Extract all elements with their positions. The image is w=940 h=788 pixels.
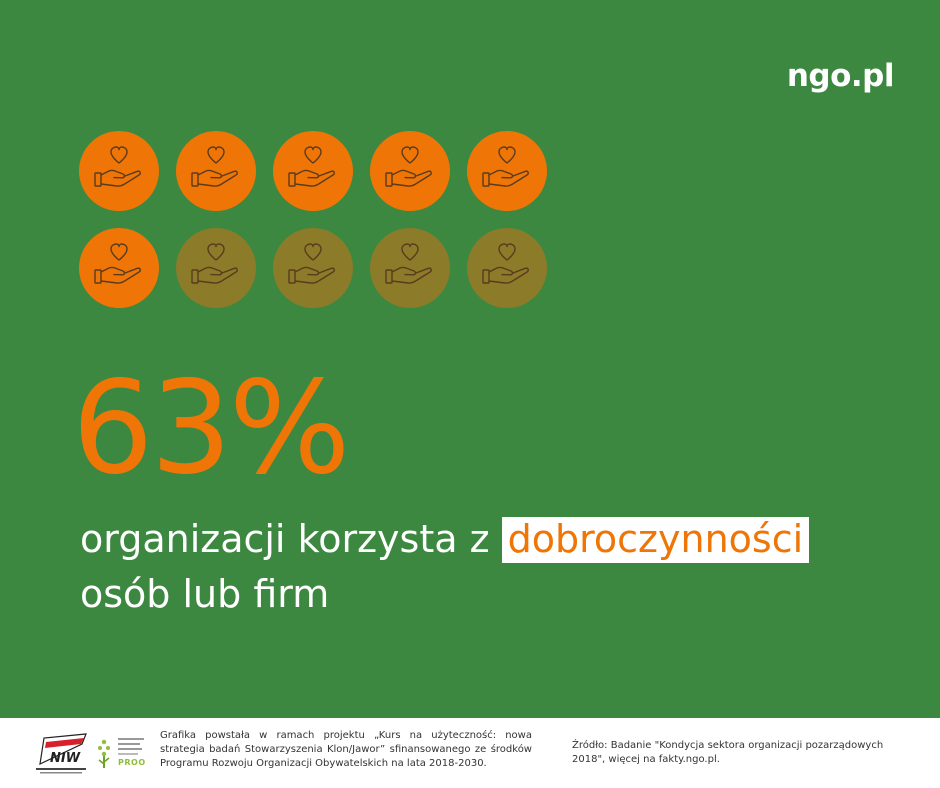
icon-circle-inactive <box>370 228 450 308</box>
stat-description: organizacji korzysta z dobroczynności os… <box>80 512 810 622</box>
icon-circle-highlighted <box>467 131 547 211</box>
source-note: Źródło: Badanie "Kondycja sektora organi… <box>572 740 884 765</box>
icon-circle-highlighted <box>370 131 450 211</box>
footer: NIW PROO Grafika powstała w ramach proje… <box>0 718 940 788</box>
stat-text-before: organizacji korzysta z <box>80 517 502 561</box>
stat-text-highlight: dobroczynności <box>501 517 810 563</box>
niw-logo: NIW <box>30 730 92 776</box>
hand-heart-icon <box>477 238 537 298</box>
project-note: Grafika powstała w ramach projektu „Kurs… <box>160 730 532 769</box>
icon-circle-highlighted <box>273 131 353 211</box>
stat-text-after: osób lub firm <box>80 572 330 616</box>
icon-circle-highlighted <box>79 131 159 211</box>
icon-circle-highlighted <box>176 131 256 211</box>
hand-heart-icon <box>186 141 246 201</box>
hand-heart-icon <box>89 141 149 201</box>
hand-heart-icon <box>186 238 246 298</box>
hand-heart-icon <box>380 141 440 201</box>
niw-logo-text: NIW <box>50 751 81 766</box>
icon-circle-highlighted <box>79 228 159 308</box>
icon-grid <box>79 131 547 308</box>
hand-heart-icon <box>89 238 149 298</box>
proo-logo: PROO <box>96 734 154 774</box>
hand-heart-icon <box>477 141 537 201</box>
icon-circle-inactive <box>467 228 547 308</box>
proo-logo-text: PROO <box>118 758 146 767</box>
hand-heart-icon <box>283 141 343 201</box>
stat-value: 63% <box>72 354 350 503</box>
hand-heart-icon <box>380 238 440 298</box>
infographic-panel: ngo.pl 63% organizacji korzysta z dobroc… <box>0 0 940 718</box>
icon-circle-inactive <box>273 228 353 308</box>
hand-heart-icon <box>283 238 343 298</box>
brand-logo[interactable]: ngo.pl <box>786 58 895 94</box>
icon-circle-inactive <box>176 228 256 308</box>
